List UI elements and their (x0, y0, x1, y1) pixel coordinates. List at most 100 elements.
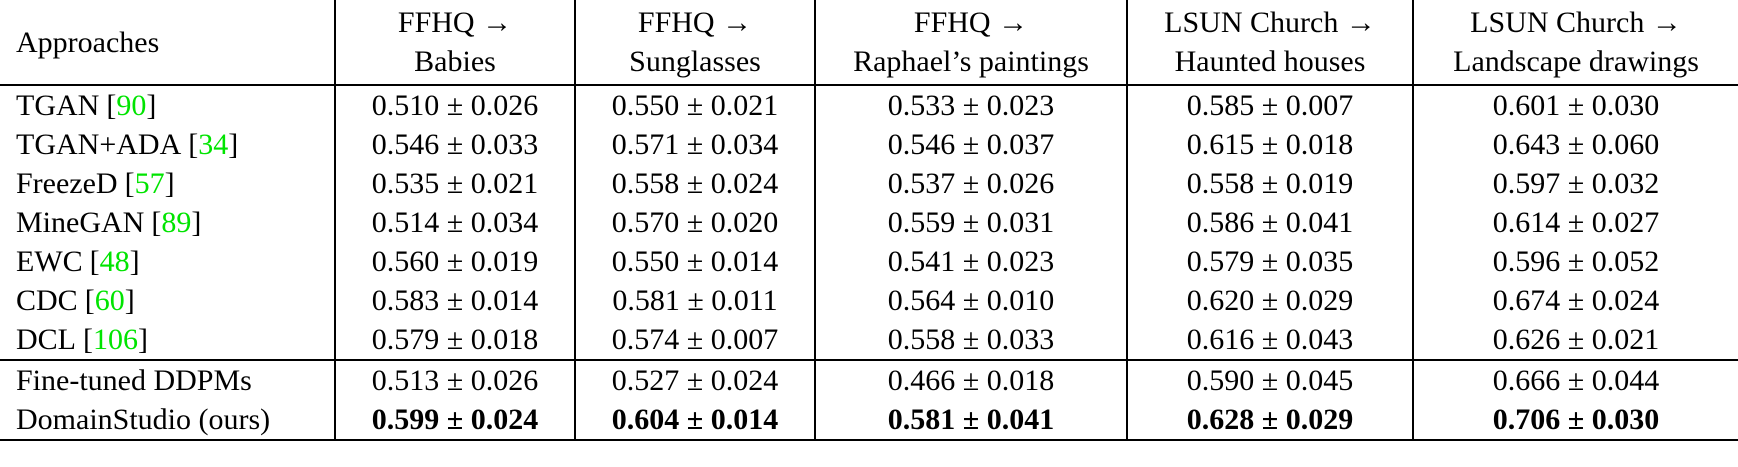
approach-cell: Fine-tuned DDPMs (0, 359, 335, 400)
value-cell: 0.527 ± 0.024 (574, 359, 815, 400)
approaches-column-header: Approaches (0, 0, 335, 86)
value-cell: 0.514 ± 0.034 (334, 203, 575, 242)
value-cell: 0.590 ± 0.045 (1126, 359, 1413, 400)
approach-label: MineGAN (16, 205, 145, 239)
approach-label: FreezeD (16, 166, 118, 200)
value-cell: 0.535 ± 0.021 (334, 164, 575, 203)
citation-bracket-close: ] (129, 244, 140, 278)
citation-number: 90 (116, 88, 147, 122)
value-cell: 0.620 ± 0.029 (1126, 281, 1413, 320)
value-cell: 0.581 ± 0.041 (814, 400, 1127, 441)
citation-number: 48 (99, 244, 130, 278)
header-line1: LSUN Church → (1470, 6, 1682, 39)
citation: [48] (90, 245, 140, 278)
approach-cell: EWC [48] (0, 242, 335, 281)
citation-bracket-close: ] (138, 322, 148, 356)
table-row-minegan: MineGAN [89] 0.514 ± 0.034 0.570 ± 0.020 … (0, 203, 1738, 242)
header-line1: FFHQ → (637, 6, 753, 39)
table-row-ewc: EWC [48] 0.560 ± 0.019 0.550 ± 0.014 0.54… (0, 242, 1738, 281)
header-line2: Haunted houses (1174, 45, 1366, 78)
value-cell: 0.706 ± 0.030 (1412, 400, 1738, 441)
value-cell: 0.585 ± 0.007 (1126, 85, 1413, 125)
approach-cell: TGAN [90] (0, 85, 335, 125)
citation-bracket-open: [ (84, 283, 95, 317)
table-row-domainstudio: DomainStudio (ours) 0.599 ± 0.024 0.604 … (0, 400, 1738, 441)
approach-cell: CDC [60] (0, 281, 335, 320)
header-line2: Babies (414, 45, 496, 78)
column-header-ffhq-babies: FFHQ → Babies (334, 0, 575, 86)
approach-label: DCL (16, 322, 76, 356)
citation-bracket-open: [ (188, 127, 199, 161)
citation: [90] (106, 89, 156, 122)
citation: [106] (83, 323, 148, 356)
value-cell: 0.558 ± 0.024 (574, 164, 815, 203)
value-cell: 0.559 ± 0.031 (814, 203, 1127, 242)
column-header-ffhq-sunglasses: FFHQ → Sunglasses (574, 0, 815, 86)
citation-number: 57 (134, 166, 165, 200)
table-row-tgan: TGAN [90] 0.510 ± 0.026 0.550 ± 0.021 0.5… (0, 85, 1738, 125)
table-row-freezed: FreezeD [57] 0.535 ± 0.021 0.558 ± 0.024 … (0, 164, 1738, 203)
value-cell: 0.579 ± 0.035 (1126, 242, 1413, 281)
value-cell: 0.571 ± 0.034 (574, 125, 815, 164)
citation-bracket-open: [ (83, 322, 93, 356)
table-row-cdc: CDC [60] 0.583 ± 0.014 0.581 ± 0.011 0.56… (0, 281, 1738, 320)
approach-cell: DCL [106] (0, 320, 335, 360)
citation-number: 89 (161, 205, 192, 239)
value-cell: 0.560 ± 0.019 (334, 242, 575, 281)
citation-bracket-close: ] (164, 166, 175, 200)
approach-label: CDC (16, 283, 78, 317)
value-cell: 0.586 ± 0.041 (1126, 203, 1413, 242)
value-cell: 0.550 ± 0.014 (574, 242, 815, 281)
header-row: Approaches FFHQ → Babies FFHQ → Sunglass… (0, 0, 1738, 86)
value-cell: 0.564 ± 0.010 (814, 281, 1127, 320)
value-cell: 0.570 ± 0.020 (574, 203, 815, 242)
value-cell: 0.574 ± 0.007 (574, 320, 815, 360)
value-cell: 0.643 ± 0.060 (1412, 125, 1738, 164)
citation-bracket-close: ] (228, 127, 239, 161)
value-cell: 0.581 ± 0.011 (574, 281, 815, 320)
citation: [57] (125, 167, 175, 200)
citation-bracket-close: ] (146, 88, 157, 122)
approach-cell: TGAN+ADA [34] (0, 125, 335, 164)
value-cell: 0.616 ± 0.043 (1126, 320, 1413, 360)
value-cell: 0.674 ± 0.024 (1412, 281, 1738, 320)
value-cell: 0.596 ± 0.052 (1412, 242, 1738, 281)
citation: [89] (151, 206, 201, 239)
value-cell: 0.541 ± 0.023 (814, 242, 1127, 281)
value-cell: 0.546 ± 0.037 (814, 125, 1127, 164)
citation-bracket-open: [ (106, 88, 117, 122)
header-line2: Landscape drawings (1453, 45, 1699, 78)
approach-label: DomainStudio (ours) (16, 402, 271, 436)
value-cell: 0.550 ± 0.021 (574, 85, 815, 125)
value-cell: 0.510 ± 0.026 (334, 85, 575, 125)
value-cell: 0.666 ± 0.044 (1412, 359, 1738, 400)
approach-cell: DomainStudio (ours) (0, 400, 335, 441)
value-cell: 0.599 ± 0.024 (334, 400, 575, 441)
citation-number: 34 (198, 127, 229, 161)
approach-label: EWC (16, 244, 83, 278)
header-line1: LSUN Church → (1164, 6, 1376, 39)
approach-label: TGAN+ADA (16, 127, 182, 161)
approach-cell: FreezeD [57] (0, 164, 335, 203)
citation-bracket-open: [ (89, 244, 100, 278)
column-header-ffhq-raphael: FFHQ → Raphael’s paintings (814, 0, 1127, 86)
header-line2: Sunglasses (629, 45, 761, 78)
table-body: TGAN [90] 0.510 ± 0.026 0.550 ± 0.021 0.5… (0, 85, 1738, 441)
citation-number: 106 (93, 322, 138, 356)
value-cell: 0.626 ± 0.021 (1412, 320, 1738, 360)
table-row-tgan-ada: TGAN+ADA [34] 0.546 ± 0.033 0.571 ± 0.034… (0, 125, 1738, 164)
value-cell: 0.601 ± 0.030 (1412, 85, 1738, 125)
value-cell: 0.583 ± 0.014 (334, 281, 575, 320)
value-cell: 0.615 ± 0.018 (1126, 125, 1413, 164)
value-cell: 0.604 ± 0.014 (574, 400, 815, 441)
column-header-lsun-haunted: LSUN Church → Haunted houses (1126, 0, 1413, 86)
value-cell: 0.579 ± 0.018 (334, 320, 575, 360)
citation-bracket-open: [ (151, 205, 162, 239)
value-cell: 0.546 ± 0.033 (334, 125, 575, 164)
value-cell: 0.558 ± 0.033 (814, 320, 1127, 360)
approach-label: Fine-tuned DDPMs (16, 363, 252, 397)
approach-cell: MineGAN [89] (0, 203, 335, 242)
citation-bracket-close: ] (124, 283, 135, 317)
value-cell: 0.558 ± 0.019 (1126, 164, 1413, 203)
